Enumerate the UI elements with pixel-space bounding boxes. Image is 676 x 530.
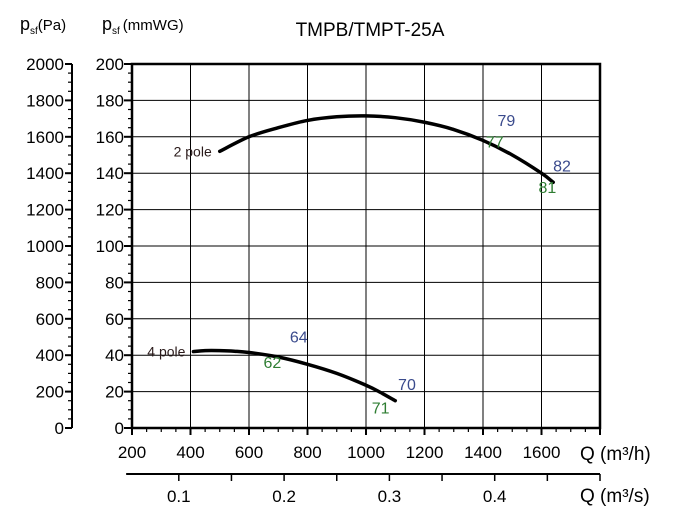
- y-right-label: psf (mmWG): [102, 14, 184, 37]
- x-tick-label: 1600: [523, 443, 561, 462]
- y-tick-label: 20: [105, 383, 124, 402]
- labels: 2 pole 4 pole 79 77 82 81 64 62 70 71: [147, 113, 571, 418]
- efficiency-label: 64: [290, 329, 308, 346]
- x-axis-label: Q (m³/h): [580, 444, 651, 465]
- y-pa-tick-label: 600: [36, 310, 64, 329]
- x-tick-label: 600: [235, 443, 263, 462]
- y-pa-tick-label: 1400: [26, 164, 64, 183]
- y-left-label: psf(Pa): [20, 14, 66, 37]
- x2-axis-label: Q (m³/s): [580, 486, 650, 507]
- x-tick-label: 1200: [406, 443, 444, 462]
- y-pa-tick-label: 1200: [26, 201, 64, 220]
- x2-tick-label: 0.4: [483, 487, 507, 506]
- y-tick-label: 60: [105, 310, 124, 329]
- y-tick-label: 80: [105, 273, 124, 292]
- y-tick-label: 160: [96, 128, 124, 147]
- x-tick-label: 1000: [347, 443, 385, 462]
- series-line-4-pole: [191, 348, 397, 403]
- y-tick-label: 40: [105, 346, 124, 365]
- y-pa-tick-label: 1800: [26, 91, 64, 110]
- y-pa-tick-label: 1600: [26, 128, 64, 147]
- efficiency-label: 82: [553, 158, 571, 175]
- series-line-2-pole: [218, 114, 555, 185]
- efficiency-label: 79: [498, 113, 516, 130]
- series-name-label: 4 pole: [147, 344, 185, 360]
- y-pa-tick-label: 800: [36, 273, 64, 292]
- y-pa-tick-label: 2000: [26, 55, 64, 74]
- x-tick-label: 800: [293, 443, 321, 462]
- y-tick-label: 120: [96, 201, 124, 220]
- y-pa-tick-label: 400: [36, 346, 64, 365]
- x2-tick-label: 0.1: [167, 487, 191, 506]
- chart-title: TMPB/TMPT-25A: [296, 20, 445, 41]
- y-pa-tick-label: 0: [55, 419, 64, 438]
- efficiency-label: 81: [538, 180, 556, 197]
- y-tick-label: 180: [96, 91, 124, 110]
- x2-tick-label: 0.2: [272, 487, 296, 506]
- series-name-label: 2 pole: [174, 143, 212, 159]
- axes: 200 400 600 800 1000 1200 1400 1600020406080100…: [26, 55, 602, 506]
- y-tick-label: 100: [96, 237, 124, 256]
- efficiency-label: 62: [264, 355, 282, 372]
- y-tick-label: 200: [96, 55, 124, 74]
- x-tick-label: 1400: [464, 443, 502, 462]
- efficiency-label: 70: [398, 377, 416, 394]
- x-tick-label: 200: [118, 443, 146, 462]
- series: [191, 114, 555, 403]
- grid: [132, 64, 600, 428]
- efficiency-label: 71: [372, 400, 390, 417]
- y-pa-tick-label: 1000: [26, 237, 64, 256]
- efficiency-label: 77: [486, 135, 504, 152]
- y-pa-tick-label: 200: [36, 383, 64, 402]
- x-tick-label: 400: [176, 443, 204, 462]
- x2-tick-label: 0.3: [378, 487, 402, 506]
- y-tick-label: 0: [115, 419, 124, 438]
- y-tick-label: 140: [96, 164, 124, 183]
